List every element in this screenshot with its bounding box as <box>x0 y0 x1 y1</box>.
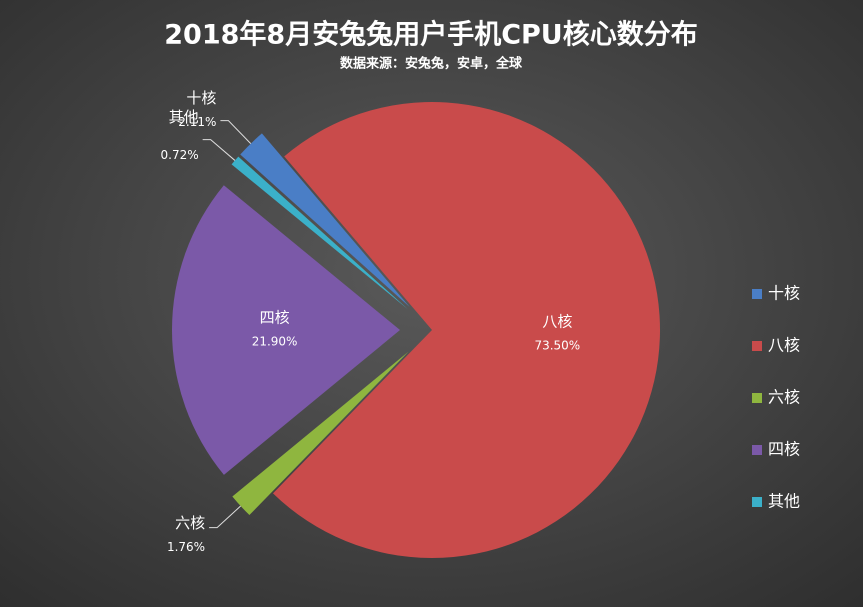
pie-slice <box>231 156 408 310</box>
legend-label: 其他 <box>768 492 800 511</box>
slice-label: 四核 <box>260 309 290 327</box>
slice-label: 其他 <box>169 108 199 126</box>
leader-line <box>209 505 241 529</box>
pie-slice <box>171 185 400 475</box>
slice-value-label: 21.90% <box>252 335 298 349</box>
slice-value-label: 73.50% <box>534 339 580 353</box>
slice-label: 八核 <box>542 313 572 331</box>
slice-value-label: 1.76% <box>167 540 205 554</box>
leader-line <box>202 139 236 161</box>
legend-swatch <box>752 445 762 455</box>
slice-label: 十核 <box>186 89 216 107</box>
pie-slice <box>240 133 410 308</box>
legend-swatch <box>752 289 762 299</box>
legend-label: 八核 <box>768 336 800 355</box>
slice-label: 六核 <box>175 514 205 532</box>
legend-label: 四核 <box>768 440 800 459</box>
leader-line <box>220 120 252 144</box>
slice-value-label: 0.72% <box>161 148 199 162</box>
legend-swatch <box>752 497 762 507</box>
legend-swatch <box>752 393 762 403</box>
legend-label: 六核 <box>768 388 800 407</box>
slice-value-label: 2.11% <box>178 115 216 129</box>
chart-title: 2018年8月安兔兔用户手机CPU核心数分布 <box>164 19 697 51</box>
legend-swatch <box>752 341 762 351</box>
legend-label: 十核 <box>768 284 800 303</box>
pie-slice <box>232 351 409 516</box>
chart-subtitle: 数据来源：安兔兔，安卓，全球 <box>340 56 523 72</box>
pie-slice <box>272 102 661 559</box>
